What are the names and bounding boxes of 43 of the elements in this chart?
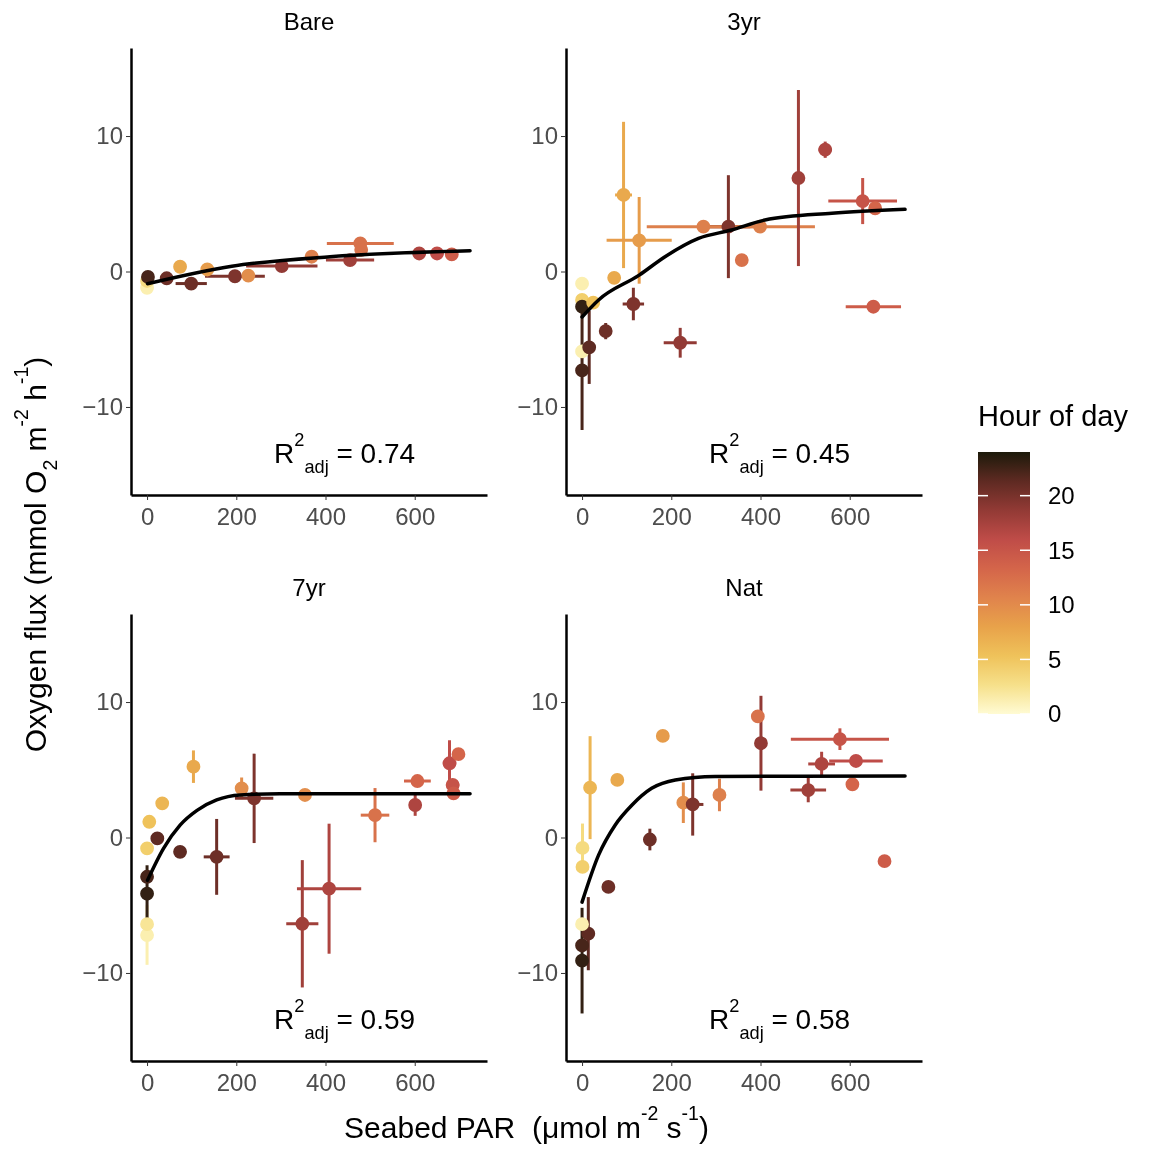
y-tick-label: 0: [109, 257, 123, 285]
color-bar-label: 10: [1048, 591, 1075, 619]
x-tick-label: 400: [305, 1068, 347, 1096]
y-tick-label: 0: [544, 823, 558, 851]
color-bar-label: 5: [1048, 645, 1062, 673]
chart-title: Bare: [283, 8, 335, 35]
y-tick-label: −10: [82, 393, 123, 421]
x-tick-label: 0: [575, 502, 590, 530]
x-tick-label: 400: [740, 1068, 782, 1096]
x-tick-label: 600: [395, 502, 436, 530]
annotation: R$^{2}$$_{adj}$ = 0.58: [709, 996, 851, 1043]
x-tick-label: 400: [740, 502, 782, 530]
y-tick-label: 0: [544, 257, 558, 285]
x-tick-label: 400: [305, 502, 347, 530]
annotation: R$^{2}$$_{adj}$ = 0.74: [274, 430, 416, 477]
color-bar-title: Hour of day: [978, 400, 1129, 432]
y-tick-label: −10: [517, 959, 558, 987]
color-bar-label: 0: [1048, 700, 1062, 728]
annotation: R$^{2}$$_{adj}$ = 0.45: [709, 430, 851, 477]
chart-title: Nat: [725, 574, 763, 601]
x-tick-label: 200: [651, 502, 692, 530]
x-axis-title: Seabed PAR (μmol m$^{-2}$ s$^{-1}$): [344, 1102, 709, 1144]
x-tick-label: 600: [395, 1068, 436, 1096]
x-tick-label: 0: [140, 502, 155, 530]
chart-title: 7yr: [292, 574, 326, 601]
y-tick-label: −10: [517, 393, 558, 421]
y-tick-label: 0: [109, 823, 123, 851]
y-tick-label: −10: [82, 959, 123, 987]
y-tick-label: 10: [96, 122, 123, 150]
x-tick-label: 200: [216, 502, 257, 530]
annotation: R$^{2}$$_{adj}$ = 0.59: [274, 996, 416, 1043]
color-bar-label: 20: [1048, 482, 1075, 510]
x-tick-label: 0: [575, 1068, 590, 1096]
x-tick-label: 0: [140, 1068, 155, 1096]
y-tick-label: 10: [531, 122, 558, 150]
color-bar-label: 15: [1048, 536, 1075, 564]
x-tick-label: 200: [216, 1068, 257, 1096]
x-tick-label: 600: [830, 502, 871, 530]
y-tick-label: 10: [96, 688, 123, 716]
chart-title: 3yr: [727, 8, 761, 35]
x-tick-label: 200: [651, 1068, 692, 1096]
y-tick-label: 10: [531, 688, 558, 716]
x-tick-label: 600: [830, 1068, 871, 1096]
